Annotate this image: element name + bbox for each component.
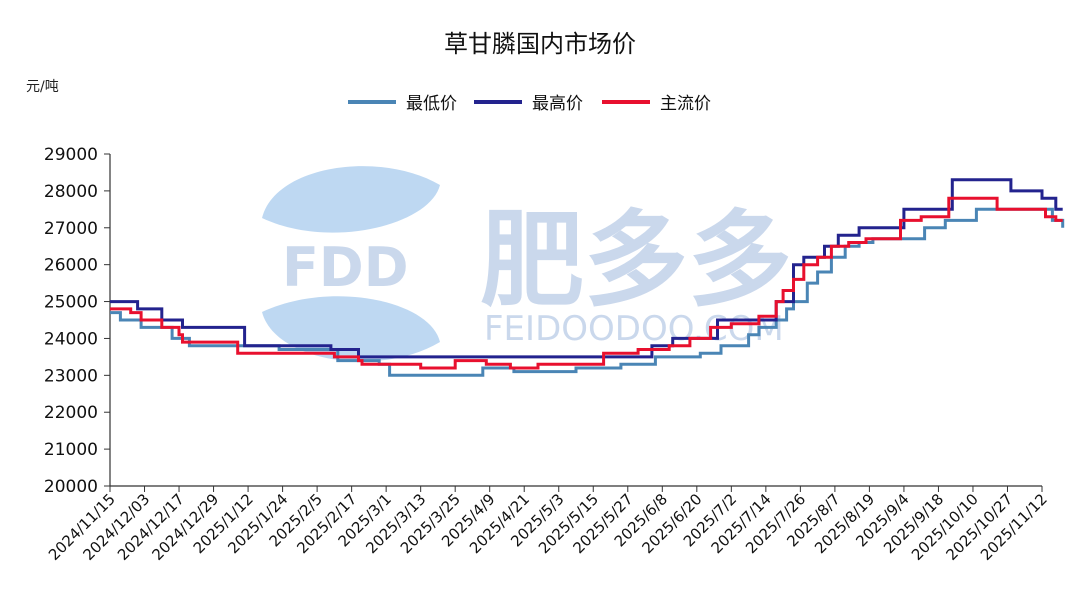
fdd-logo-icon: FDD: [262, 166, 440, 362]
watermark-site: FEIDOODOO.COM: [484, 309, 784, 349]
legend-label: 最低价: [406, 94, 457, 114]
y-tick-label: 25000: [44, 293, 98, 313]
watermark-brand: 肥多多: [480, 199, 792, 321]
y-tick-label: 28000: [44, 182, 98, 202]
y-tick-label: 26000: [44, 256, 98, 276]
series-line-3: [110, 196, 1063, 370]
watermark: FDD 肥多多 FEIDOODOO.COM: [262, 166, 792, 362]
legend-label: 主流价: [660, 94, 711, 114]
y-tick-label: 22000: [44, 403, 98, 423]
y-tick-label: 29000: [44, 145, 98, 165]
legend: 最低价 最高价 主流价: [348, 94, 711, 114]
chart-title: 草甘膦国内市场价: [444, 30, 636, 58]
y-tick-label: 24000: [44, 329, 98, 349]
watermark-logo-text: FDD: [282, 236, 409, 299]
y-tick-label: 21000: [44, 440, 98, 460]
y-axis-unit: 元/吨: [26, 79, 59, 95]
y-tick-label: 23000: [44, 366, 98, 386]
y-tick-label: 20000: [44, 477, 98, 497]
legend-label: 最高价: [532, 94, 583, 114]
x-axis: 2024/11/152024/12/032024/12/172024/12/29…: [45, 485, 1051, 564]
y-tick-label: 27000: [44, 219, 98, 239]
series-layer: [110, 178, 1065, 377]
y-axis: 29000 28000 27000 26000 25000 24000 23000 22000…: [44, 145, 111, 497]
